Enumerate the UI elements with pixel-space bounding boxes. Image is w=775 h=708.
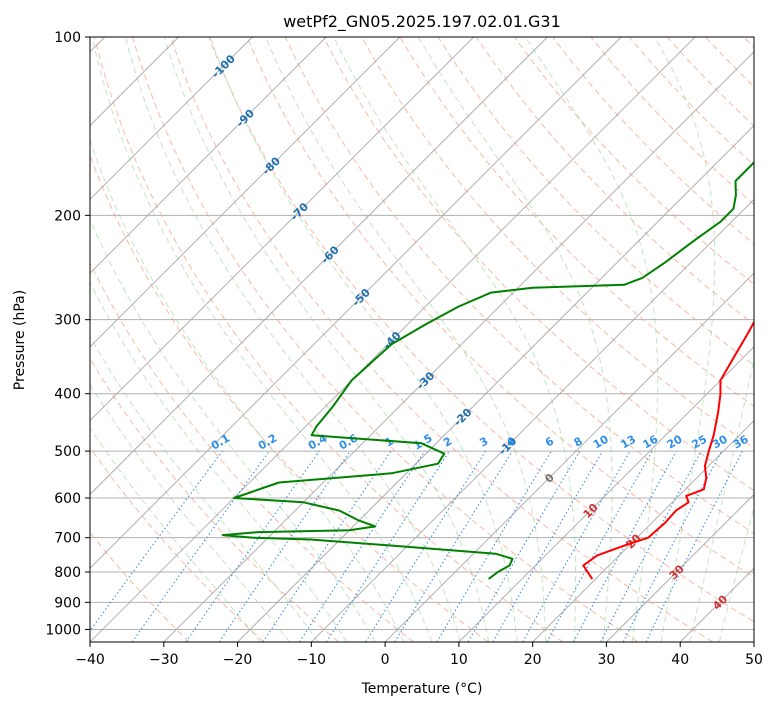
- mixing-ratio-line: [645, 450, 743, 642]
- dry-adiabat: [170, 37, 713, 642]
- moist-adiabat: [689, 356, 754, 642]
- isotherm-line: [90, 37, 253, 200]
- x-tick-label: 50: [745, 652, 763, 668]
- y-tick-label: 300: [54, 313, 81, 329]
- mixing-ratio-line: [90, 450, 223, 632]
- dry-adiabat: [437, 37, 754, 366]
- y-axis-label: Pressure (hPa): [12, 290, 28, 390]
- x-tick-label: −20: [223, 652, 253, 668]
- isotherm-line: [90, 37, 696, 642]
- dry-adiabat: [90, 446, 265, 642]
- y-tick-label: 900: [54, 595, 81, 611]
- isotherm-line: [90, 37, 622, 569]
- isotherm-line: [90, 37, 474, 422]
- temperature-line: [582, 320, 754, 580]
- dry-adiabat: [93, 37, 564, 642]
- dry-adiabat: [90, 357, 339, 642]
- moist-adiabat: [265, 37, 547, 642]
- x-tick-label: 0: [381, 652, 390, 668]
- isotherm-line: [606, 493, 754, 642]
- dry-adiabat: [246, 37, 754, 578]
- chart-title: wetPf2_GN05.2025.197.02.01.G31: [283, 12, 561, 32]
- y-tick-label: 700: [54, 531, 81, 547]
- moist-adiabat: [90, 138, 405, 642]
- isotherm-line: [163, 51, 754, 642]
- moist-adiabat: [90, 335, 319, 642]
- moist-adiabat: [90, 383, 290, 642]
- plot-area: -100-90-80-70-60-50-40-30-20-10010203040…: [90, 37, 754, 642]
- dry-adiabat: [132, 37, 639, 642]
- mixing-ratio-line: [131, 450, 270, 642]
- dry-adiabat: [284, 37, 754, 535]
- mixing-ratio-line: [573, 450, 677, 642]
- moist-adiabat: [163, 37, 490, 642]
- moist-adiabat: [654, 37, 716, 642]
- mixing-ratio-line: [218, 450, 351, 642]
- dry-adiabats: [90, 37, 754, 642]
- mixing-ratio-line: [394, 450, 513, 642]
- y-axis-ticks: 100 200 300 400 500 600 700 800 900 1000: [45, 30, 90, 638]
- isotherm-grid: [90, 37, 754, 642]
- moist-adiabat: [524, 37, 659, 642]
- x-tick-label: −10: [297, 652, 327, 668]
- x-tick-label: 40: [671, 652, 689, 668]
- dry-adiabat: [513, 37, 754, 285]
- y-tick-label: 100: [54, 30, 81, 46]
- moist-adiabat: [418, 37, 613, 642]
- dewpoint-line: [221, 161, 754, 580]
- mixing-ratio-line: [522, 450, 631, 642]
- mixing-ratio-line: [325, 450, 450, 642]
- mixing-ratio-line: [546, 450, 653, 642]
- moist-adiabat: [90, 427, 261, 642]
- x-tick-label: −40: [75, 652, 105, 668]
- isotherm-line: [311, 198, 754, 642]
- moist-adiabat: [718, 506, 754, 642]
- y-tick-label: 1000: [45, 622, 81, 638]
- x-tick-label: 20: [524, 652, 542, 668]
- y-tick-label: 500: [54, 444, 81, 460]
- dry-adiabat: [208, 37, 754, 623]
- profile-series: [221, 161, 754, 580]
- isotherm-line: [90, 37, 401, 348]
- moist-adiabat: [90, 281, 348, 642]
- moist-adiabat: [333, 37, 577, 642]
- isotherm-line: [384, 272, 754, 642]
- isotherm-line: [458, 346, 754, 642]
- x-tick-label: 30: [598, 652, 616, 668]
- mixing-ratio-line: [299, 450, 426, 642]
- isotherm-line: [90, 37, 548, 496]
- dry-adiabat: [323, 37, 754, 492]
- isotherm-line: [90, 37, 327, 274]
- y-tick-label: 800: [54, 565, 81, 581]
- dry-adiabat: [399, 37, 754, 408]
- dry-adiabat: [90, 262, 414, 642]
- moist-adiabat: [124, 37, 461, 642]
- x-tick-label: 10: [450, 652, 468, 668]
- isobar-grid: [90, 37, 754, 630]
- y-tick-label: 600: [54, 491, 81, 507]
- mixing-ratio-lines: [90, 450, 743, 642]
- dry-adiabat: [475, 37, 754, 326]
- y-tick-label: 200: [54, 208, 81, 224]
- x-axis-label: Temperature (°C): [361, 681, 483, 697]
- x-tick-label: −30: [149, 652, 179, 668]
- moist-adiabat: [209, 37, 518, 642]
- moist-adiabats: [90, 37, 754, 642]
- plot-frame: [89, 36, 755, 643]
- isotherm-line: [532, 420, 754, 642]
- mixing-ratio-line: [262, 450, 392, 642]
- mixing-ratio-line: [185, 450, 320, 642]
- y-tick-label: 400: [54, 387, 81, 403]
- x-axis-ticks: −40 −30 −20 −10 0 10 20 30 40 50: [75, 642, 763, 668]
- moist-adiabat: [91, 37, 433, 642]
